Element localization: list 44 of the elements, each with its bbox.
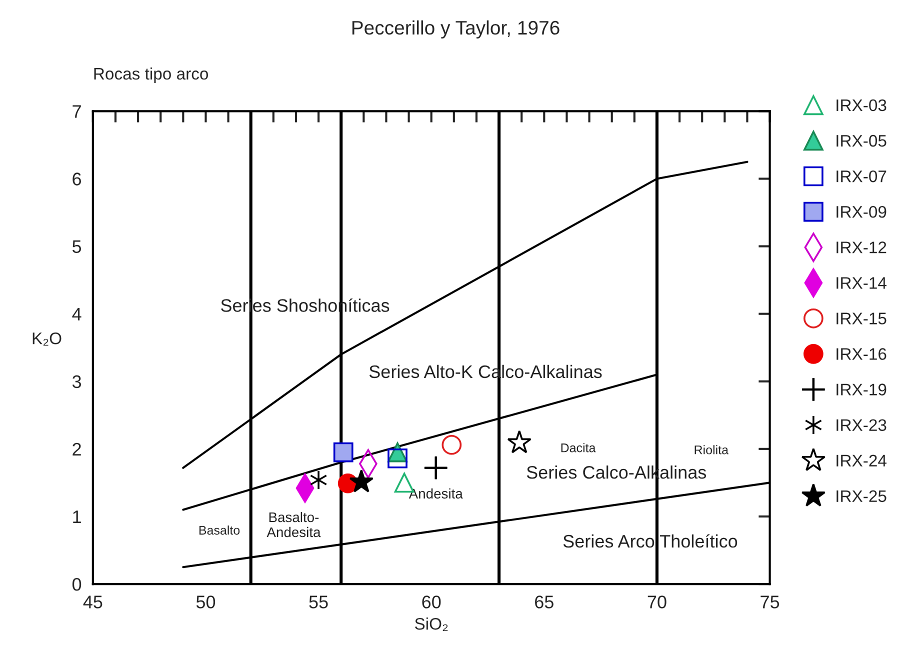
legend-label: IRX-15 bbox=[836, 312, 886, 324]
y-tick-label: 2 bbox=[72, 442, 81, 456]
point bbox=[310, 470, 328, 490]
y-axis-title: K₂O bbox=[32, 332, 62, 346]
x-tick-label: 55 bbox=[309, 596, 328, 608]
x-tick-label: 70 bbox=[648, 596, 666, 608]
legend-label: IRX-05 bbox=[836, 134, 886, 147]
point bbox=[388, 448, 408, 468]
legend-label: IRX-16 bbox=[836, 348, 886, 360]
annotation: Basalto bbox=[199, 526, 240, 535]
point bbox=[349, 469, 374, 492]
annotation: Riolita bbox=[694, 445, 728, 454]
y-tick-label: 1 bbox=[73, 510, 81, 524]
point bbox=[333, 442, 354, 462]
x-axis-title: SiO₂ bbox=[414, 618, 448, 632]
y-tick-label: 7 bbox=[72, 105, 81, 118]
legend-label: IRX-23 bbox=[836, 419, 886, 432]
annotation: Basalto- Andesita bbox=[266, 512, 321, 538]
chart-title: Peccerillo y Taylor, 1976 bbox=[352, 20, 560, 38]
annotation: Series Arco Tholeítico bbox=[563, 534, 738, 548]
y-tick-label: 6 bbox=[72, 172, 82, 186]
y-tick-label: 5 bbox=[72, 240, 82, 253]
legend-label: IRX-24 bbox=[836, 454, 886, 466]
legend-label: IRX-03 bbox=[836, 99, 886, 112]
legend-label: IRX-14 bbox=[836, 277, 886, 289]
x-tick-label: 50 bbox=[196, 596, 216, 608]
chart-subtitle: Rocas tipo arco bbox=[94, 67, 208, 83]
legend-label: IRX-19 bbox=[836, 384, 886, 396]
legend-label: IRX-25 bbox=[836, 490, 886, 502]
y-tick-label: 3 bbox=[72, 375, 82, 388]
y-tick-label: 4 bbox=[72, 308, 82, 320]
annotation: Dacita bbox=[561, 443, 596, 452]
point bbox=[507, 430, 532, 454]
point bbox=[424, 456, 448, 480]
legend-label: IRX-12 bbox=[836, 242, 886, 254]
x-tick-label: 45 bbox=[83, 596, 102, 608]
legend-label: IRX-09 bbox=[836, 206, 886, 218]
annotation: Andesita bbox=[408, 488, 463, 499]
x-tick-label: 65 bbox=[535, 596, 554, 608]
x-tick-label: 60 bbox=[422, 596, 441, 608]
point bbox=[442, 434, 462, 455]
y-tick-label: 0 bbox=[72, 578, 82, 591]
legend-label: IRX-07 bbox=[836, 170, 886, 182]
x-tick-label: 75 bbox=[760, 596, 780, 608]
